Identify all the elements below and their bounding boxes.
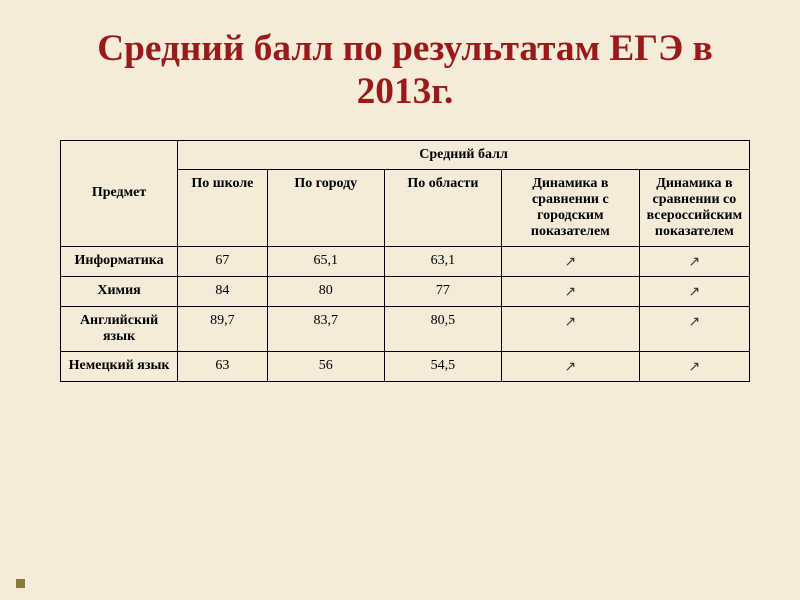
- cell-value: 84: [178, 276, 268, 306]
- row-label: Немецкий язык: [61, 351, 178, 381]
- header-region: По области: [384, 169, 501, 246]
- table-row: Английский язык89,783,780,5↗↗: [61, 306, 750, 351]
- header-city: По городу: [267, 169, 384, 246]
- cell-arrow: ↗: [501, 306, 639, 351]
- cell-value: 65,1: [267, 246, 384, 276]
- cell-arrow: ↗: [639, 246, 749, 276]
- row-label: Английский язык: [61, 306, 178, 351]
- cell-value: 80: [267, 276, 384, 306]
- table-head: Предмет Средний балл По школе По городу …: [61, 140, 750, 246]
- page-title: Средний балл по результатам ЕГЭ в 2013г.: [60, 28, 750, 114]
- footer-square-icon: [16, 579, 25, 588]
- cell-value: 77: [384, 276, 501, 306]
- header-row-1: Предмет Средний балл: [61, 140, 750, 169]
- scores-table: Предмет Средний балл По школе По городу …: [60, 140, 750, 382]
- header-dyn-city: Динамика в сравнении с городским показат…: [501, 169, 639, 246]
- cell-value: 63,1: [384, 246, 501, 276]
- header-subject: Предмет: [61, 140, 178, 246]
- cell-value: 67: [178, 246, 268, 276]
- slide: Средний балл по результатам ЕГЭ в 2013г.…: [0, 0, 800, 600]
- cell-value: 63: [178, 351, 268, 381]
- cell-arrow: ↗: [639, 306, 749, 351]
- table-row: Информатика6765,163,1↗↗: [61, 246, 750, 276]
- cell-arrow: ↗: [501, 276, 639, 306]
- cell-value: 83,7: [267, 306, 384, 351]
- cell-value: 54,5: [384, 351, 501, 381]
- cell-arrow: ↗: [639, 276, 749, 306]
- table-row: Немецкий язык635654,5↗↗: [61, 351, 750, 381]
- cell-arrow: ↗: [501, 351, 639, 381]
- header-dyn-ru: Динамика в сравнении со всероссийским по…: [639, 169, 749, 246]
- row-label: Химия: [61, 276, 178, 306]
- cell-value: 80,5: [384, 306, 501, 351]
- cell-arrow: ↗: [501, 246, 639, 276]
- cell-value: 56: [267, 351, 384, 381]
- cell-arrow: ↗: [639, 351, 749, 381]
- header-avg-score: Средний балл: [178, 140, 750, 169]
- row-label: Информатика: [61, 246, 178, 276]
- table-row: Химия848077↗↗: [61, 276, 750, 306]
- header-school: По школе: [178, 169, 268, 246]
- table-body: Информатика6765,163,1↗↗Химия848077↗↗Англ…: [61, 246, 750, 381]
- cell-value: 89,7: [178, 306, 268, 351]
